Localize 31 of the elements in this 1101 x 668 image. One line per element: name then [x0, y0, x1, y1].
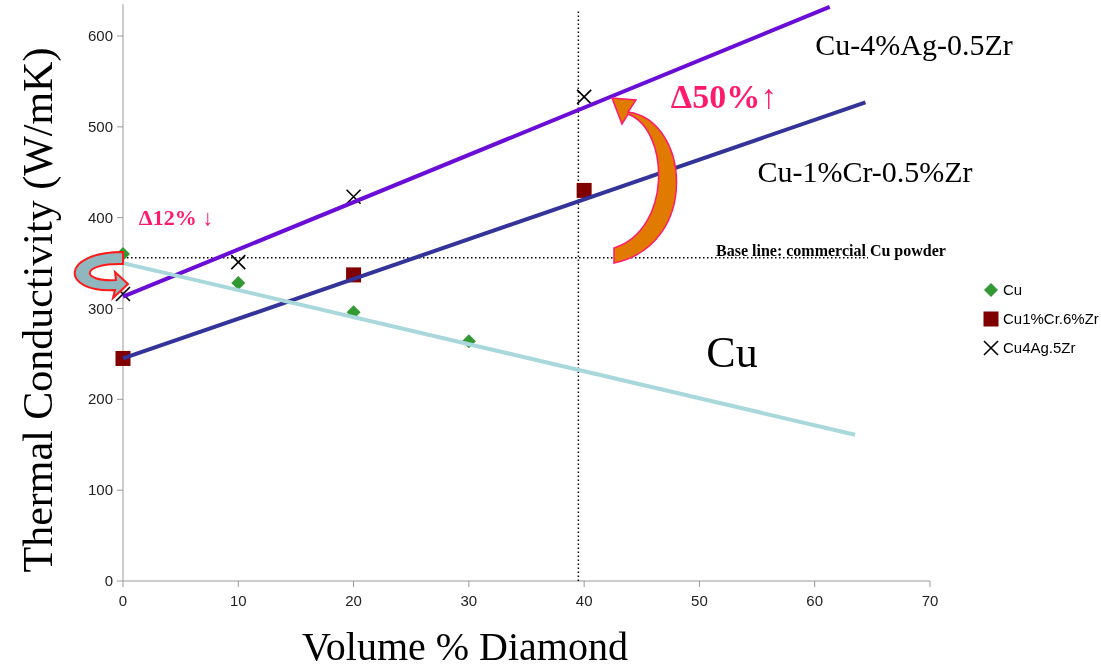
x-axis-title: Volume % Diamond [302, 624, 628, 668]
y-tick-label: 100 [87, 481, 113, 499]
legend-label: Cu4Ag.5Zr [1003, 339, 1076, 356]
annotation: Δ12% ↓ [138, 205, 214, 230]
point [345, 188, 362, 205]
x-tick-label: 30 [460, 592, 478, 609]
point [576, 182, 592, 198]
x-tick-label: 20 [345, 592, 362, 609]
series-label: Cu-4%Ag-0.5Zr [815, 28, 1013, 61]
annotation: Δ50%↑ [670, 78, 778, 115]
x-tick-label: 40 [575, 592, 593, 609]
y-tick-label: 300 [87, 299, 113, 317]
x-tick-label: 70 [921, 592, 939, 609]
y-axis-title: Thermal Conductivity (W/mK) [15, 47, 62, 573]
y-tick-label: 200 [87, 390, 113, 408]
y-tick-label: 400 [87, 208, 113, 226]
point [231, 276, 246, 291]
series-label: Cu-1%Cr-0.5%Zr [757, 155, 973, 188]
x-tick-label: 60 [806, 592, 824, 609]
series-label: Cu [706, 328, 758, 377]
y-tick-label: 0 [104, 572, 113, 589]
legend-label: Cu1%Cr.6%Zr [1003, 310, 1099, 327]
y-tick-label: 500 [87, 117, 113, 135]
y-tick-label: 600 [87, 27, 113, 44]
point [576, 89, 592, 105]
point [230, 254, 247, 270]
legend-label: Cu [1003, 281, 1023, 298]
ref-line-label: Base line: commercial Cu powder [716, 241, 946, 260]
x-tick-label: 0 [118, 592, 128, 609]
x-tick-label: 50 [691, 592, 708, 609]
x-tick-label: 10 [229, 592, 247, 609]
